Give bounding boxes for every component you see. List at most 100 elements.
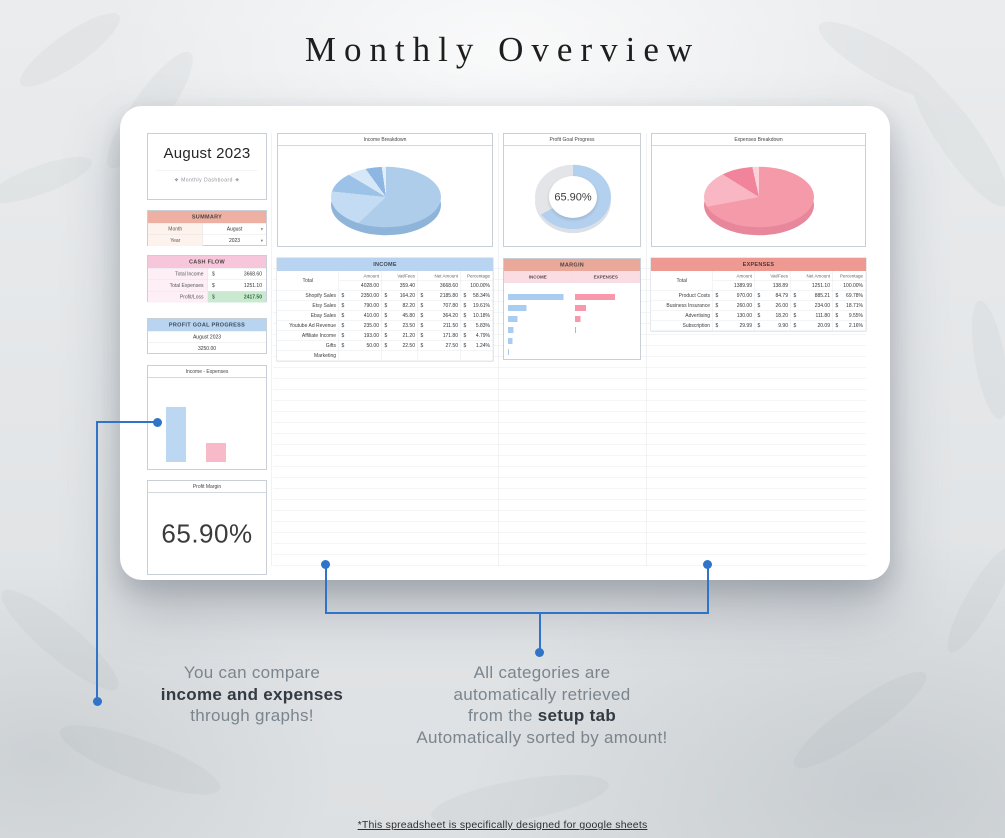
table-cell: $50.00 [339, 341, 382, 351]
table-row-label: Product Costs [651, 291, 713, 301]
dropdown-caret-icon: ▾ [260, 237, 263, 243]
cell-value: 69.78% [846, 293, 863, 299]
cell-value: 19.61% [473, 303, 490, 309]
connector-line [96, 421, 156, 423]
cell-value: 790.00 [363, 303, 379, 309]
table-cell [382, 351, 418, 361]
table-cell: $9.90 [755, 321, 791, 331]
cell-value: 21.20 [402, 333, 415, 339]
row-value: $ 3668.60 [208, 269, 266, 280]
currency-symbol: $ [757, 293, 761, 299]
currency-symbol: $ [835, 293, 839, 299]
amount: 3668.60 [243, 271, 262, 277]
currency-symbol: $ [463, 303, 467, 309]
summary-header: SUMMARY [148, 211, 266, 223]
page-title: Monthly Overview [304, 30, 701, 69]
income-expenses-bar-chart [166, 406, 226, 462]
bar-segment [575, 305, 586, 311]
bar-segment [508, 327, 514, 333]
cash-flow-row: Total Expenses $ 1251.10 [148, 279, 266, 291]
pie-face [704, 166, 814, 228]
cell-value: 5.83% [475, 323, 490, 329]
currency-symbol: $ [715, 323, 719, 329]
table-row-label: Ebay Sales [277, 311, 339, 321]
cell-value: 9.55% [848, 313, 863, 319]
profit-value: $ 2417.50 [208, 291, 266, 303]
cell-value: 2185.80 [439, 293, 458, 299]
bar-segment [206, 443, 226, 462]
currency-symbol: $ [341, 333, 345, 339]
table-total-value: 100.00% [461, 281, 493, 291]
bar-segment [508, 294, 564, 300]
margin-header: MARGIN [504, 259, 640, 271]
table-title: EXPENSES [651, 258, 866, 271]
cell-value: 164.20 [399, 293, 415, 299]
cell-value: 2.16% [848, 323, 863, 329]
table-column-header: Net Amount [791, 271, 833, 281]
table-cell: $1.24% [461, 341, 493, 351]
table-cell: $260.00 [713, 301, 755, 311]
currency-symbol: $ [757, 323, 761, 329]
profit-goal-amount: 3250.00 [148, 342, 266, 355]
connector-dot [153, 418, 162, 427]
currency-symbol: $ [341, 313, 345, 319]
currency-symbol: $ [384, 323, 388, 329]
currency-symbol: $ [715, 313, 719, 319]
table-total-value: 359.40 [382, 281, 418, 291]
margin-expenses-bars [575, 294, 616, 333]
cash-flow-row: Total Income $ 3668.60 [148, 268, 266, 280]
table-cell: $69.78% [833, 291, 866, 301]
cell-value: 707.80 [442, 303, 458, 309]
currency-symbol: $ [341, 303, 345, 309]
table-cell: $171.80 [418, 331, 461, 341]
row-label: Profit/Loss [148, 291, 208, 303]
chart-title: Income Breakdown [278, 134, 492, 146]
currency-symbol: $ [793, 313, 797, 319]
table-cell: $18.71% [833, 301, 866, 311]
annotation-line-bold: income and expenses [160, 684, 344, 704]
table-row-label: Subscription [651, 321, 713, 331]
amount: 1251.10 [243, 282, 262, 289]
cell-value: 20.09 [817, 323, 830, 329]
cell-value: 10.18% [473, 313, 490, 319]
margin-subheaders: INCOME EXPENSES [504, 271, 640, 283]
annotation-line: You can compare [183, 663, 321, 682]
currency-symbol: $ [212, 271, 215, 277]
donut-value: 65.90% [554, 190, 592, 204]
cash-flow-panel: CASH FLOW Total Income $ 3668.60 Total E… [147, 255, 267, 303]
table-cell: $45.80 [382, 311, 418, 321]
month-dropdown[interactable]: August ▾ [203, 224, 266, 235]
cell-value: 410.00 [363, 313, 379, 319]
income-expenses-chart-panel: Income - Expenses [147, 365, 267, 470]
currency-symbol: $ [384, 333, 388, 339]
currency-symbol: $ [715, 303, 719, 309]
summary-panel: SUMMARY Month August ▾ Year 2023 ▾ [147, 210, 267, 246]
annotation-line: Automatically sorted by amount! [416, 727, 668, 747]
margin-income-bars [508, 294, 564, 355]
cell-value: 22.50 [402, 343, 415, 349]
cell-value: 260.00 [736, 303, 752, 309]
annotation-right: All categories are automatically retriev… [374, 662, 710, 748]
bar-segment [575, 294, 616, 300]
margin-expenses-label: EXPENSES [572, 271, 640, 283]
cell-value: 18.20 [775, 313, 788, 319]
chart-title: Profit Margin [148, 481, 266, 493]
currency-symbol: $ [463, 333, 467, 339]
connector-line [96, 421, 98, 701]
table-cell: $22.50 [382, 341, 418, 351]
table-cell: $970.00 [713, 291, 755, 301]
table-cell: $130.00 [713, 311, 755, 321]
income-breakdown-panel: Income Breakdown [277, 133, 493, 247]
column-separator [271, 133, 272, 566]
year-dropdown[interactable]: 2023 ▾ [203, 235, 266, 246]
table-total-label: Total [277, 271, 339, 291]
currency-symbol: $ [341, 323, 345, 329]
currency-symbol: $ [715, 293, 719, 299]
amount: 2417.50 [243, 294, 262, 300]
currency-symbol: $ [420, 313, 424, 319]
margin-panel: MARGIN INCOME EXPENSES [503, 258, 641, 360]
table-column-header: Amount [339, 271, 382, 281]
table-cell: $5.83% [461, 321, 493, 331]
summary-row-month: Month August ▾ [148, 223, 266, 235]
